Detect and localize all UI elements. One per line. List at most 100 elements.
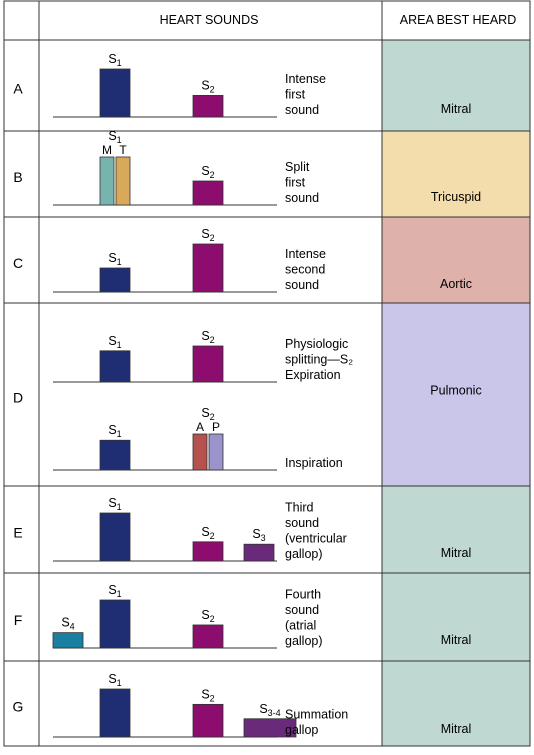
sound-bar-s2	[192, 180, 224, 206]
sound-label-s4: S4	[61, 616, 74, 632]
sound-caption-line: Inspiration	[285, 456, 343, 470]
sound-caption-line: Fourth	[285, 588, 321, 602]
sound-bar-s2	[192, 95, 224, 118]
split-bar-a	[192, 433, 208, 471]
row-letter: B	[13, 169, 22, 185]
area-cell-g	[382, 661, 530, 746]
sound-label-s2: S2	[201, 78, 214, 94]
sound-caption-line: Intense	[285, 247, 326, 261]
sound-caption-line: Split	[285, 160, 310, 174]
split-label-m: M	[102, 143, 112, 157]
area-name: Tricuspid	[431, 190, 481, 204]
sound-bar-s3-4	[243, 718, 297, 738]
sound-label-s1: S1	[108, 496, 121, 512]
row-letter: F	[14, 612, 23, 628]
sound-label-s2: S2	[201, 329, 214, 345]
area-name: Pulmonic	[430, 384, 481, 398]
area-name: Aortic	[440, 277, 472, 291]
row-d: D Pulmonic S1 S2 Physiologic splitting—S₂Expi…	[13, 329, 482, 471]
split-label-p: P	[212, 420, 220, 434]
sound-bar-s2	[192, 703, 224, 738]
sound-caption-line: Physiologic	[285, 337, 348, 351]
sound-label-s1: S1	[108, 672, 121, 688]
area-cell-b	[382, 131, 530, 217]
sound-bar-s4	[52, 632, 84, 649]
sound-label-s2: S2	[201, 525, 214, 541]
area-name: Mitral	[441, 546, 472, 560]
row-letter: D	[13, 390, 23, 406]
sound-label-s3: S3	[252, 527, 265, 543]
sound-label-s1: S1	[108, 251, 121, 267]
sound-bar-s2	[192, 243, 224, 293]
sound-caption-line: sound	[285, 603, 319, 617]
sound-label-s1: S1	[108, 52, 121, 68]
sound-label-s1: S1	[108, 583, 121, 599]
area-cell-e	[382, 486, 530, 573]
sound-label-s2: S2	[201, 687, 214, 703]
sound-label-s2: S2	[201, 406, 214, 422]
sound-caption-line: gallop)	[285, 634, 323, 648]
sound-bar-s1	[99, 599, 131, 649]
sound-label-s1: S1	[108, 334, 121, 350]
row-letter: G	[13, 699, 24, 715]
sound-caption-line: second	[285, 263, 325, 277]
table-border	[3, 0, 531, 747]
row-letter: C	[13, 255, 23, 271]
sound-caption-line: (atrial	[285, 619, 316, 633]
area-cell-c	[382, 217, 530, 303]
area-cell-f	[382, 573, 530, 661]
sound-bar-s3	[243, 543, 275, 562]
sound-label-s2: S2	[201, 227, 214, 243]
sound-bar-s1	[99, 688, 131, 738]
split-bar-p	[208, 433, 224, 471]
sound-caption-line: sound	[285, 191, 319, 205]
sound-caption-line: first	[285, 176, 306, 190]
sound-bar-s2	[192, 541, 224, 562]
sound-caption-line: Expiration	[285, 368, 341, 382]
sound-caption-line: gallop	[285, 723, 318, 737]
area-cells	[382, 40, 530, 746]
sound-caption-line: (ventricular	[285, 532, 347, 546]
sound-caption-line: splitting—S₂	[285, 353, 353, 367]
sound-caption-line: sound	[285, 103, 319, 117]
sound-caption-line: sound	[285, 278, 319, 292]
area-name: Mitral	[441, 102, 472, 116]
sound-bar-s1	[99, 439, 131, 471]
row-letter: A	[13, 81, 23, 97]
table-grid	[3, 0, 531, 747]
row-letter: E	[13, 525, 22, 541]
area-cell-d	[382, 303, 530, 486]
sound-bar-s2	[192, 345, 224, 383]
split-bar-t	[115, 156, 131, 206]
header-heart-sounds: HEART SOUNDS	[160, 13, 259, 27]
area-name: Mitral	[441, 722, 472, 736]
area-name: Mitral	[441, 633, 472, 647]
sound-label-s1: S1	[108, 423, 121, 439]
sound-bar-s1	[99, 350, 131, 383]
sound-bar-s1	[99, 512, 131, 562]
sound-bar-s1	[99, 68, 131, 118]
sound-bar-s2	[192, 624, 224, 649]
sound-label-s2: S2	[201, 608, 214, 624]
split-label-a: A	[196, 420, 204, 434]
area-cell-a	[382, 40, 530, 131]
sound-caption-line: first	[285, 88, 306, 102]
sound-caption-line: gallop)	[285, 547, 323, 561]
sound-label-s1: S1	[108, 129, 121, 145]
sound-caption-line: Summation	[285, 708, 348, 722]
sound-caption-line: Third	[285, 501, 314, 515]
sound-label-s2: S2	[201, 164, 214, 180]
split-label-t: T	[119, 143, 127, 157]
sound-caption-line: sound	[285, 516, 319, 530]
header-area-best-heard: AREA BEST HEARD	[400, 13, 516, 27]
sound-caption-line: Intense	[285, 72, 326, 86]
